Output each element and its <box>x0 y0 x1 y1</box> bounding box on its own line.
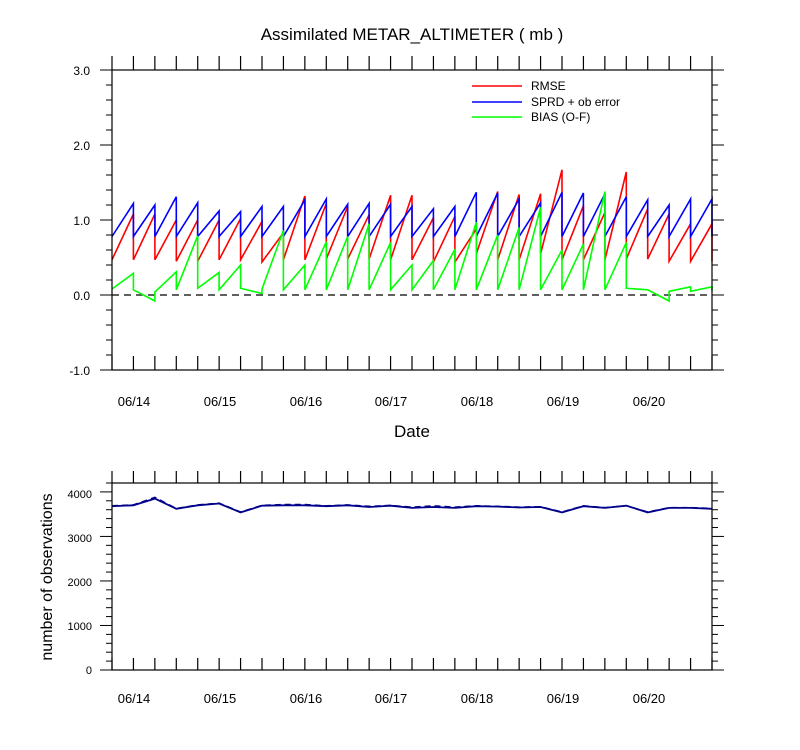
bottom-tick-group <box>100 471 724 671</box>
legend-label-rmse: RMSE <box>531 79 566 93</box>
bottom-xtick-label: 06/19 <box>547 691 580 706</box>
series-line-bias <box>111 191 713 303</box>
bottom-plot-frame <box>111 482 713 671</box>
bottom-ytick-label: 0 <box>86 665 92 677</box>
top-ytick-label: -1.0 <box>69 364 90 378</box>
top-xtick-labels: 06/14 06/15 06/16 06/17 06/18 06/19 06/2… <box>118 394 666 409</box>
legend-label-sprd: SPRD + ob error <box>531 95 620 109</box>
bottom-xtick-label: 06/15 <box>204 691 237 706</box>
bottom-xtick-label: 06/16 <box>290 691 323 706</box>
top-x-axis-title: Date <box>394 422 430 441</box>
top-series-group <box>111 169 713 303</box>
obs-count-line-dashed <box>111 496 713 513</box>
bottom-xtick-label: 06/14 <box>118 691 151 706</box>
bottom-xtick-label: 06/17 <box>375 691 408 706</box>
obs-count-line-solid <box>111 497 713 514</box>
top-ytick-label: 0.0 <box>73 289 90 303</box>
chart-title: Assimilated METAR_ALTIMETER ( mb ) <box>261 25 564 44</box>
bottom-series-group <box>111 496 713 514</box>
legend: RMSE SPRD + ob error BIAS (O-F) <box>472 79 620 124</box>
top-xtick-label: 06/17 <box>375 394 408 409</box>
top-xtick-label: 06/15 <box>204 394 237 409</box>
top-ytick-label: 1.0 <box>73 214 90 228</box>
bottom-ytick-label: 2000 <box>68 577 92 589</box>
bottom-ytick-label: 4000 <box>68 489 92 501</box>
bottom-y-axis-title: number of observations <box>39 493 56 660</box>
bottom-xtick-labels: 06/14 06/15 06/16 06/17 06/18 06/19 06/2… <box>118 691 666 706</box>
top-ytick-label: 3.0 <box>73 64 90 78</box>
bottom-ytick-label: 3000 <box>68 533 92 545</box>
series-line-sprd-ob-error <box>111 191 713 240</box>
top-xtick-label: 06/20 <box>633 394 666 409</box>
legend-label-bias: BIAS (O-F) <box>531 110 590 124</box>
top-xtick-label: 06/14 <box>118 394 151 409</box>
bottom-xtick-label: 06/18 <box>461 691 494 706</box>
chart-bottom: 4000 3000 2000 1000 0 06/14 06/15 06/16 … <box>39 471 724 706</box>
top-ytick-labels: 3.0 2.0 1.0 0.0 -1.0 <box>69 64 90 378</box>
bottom-ytick-labels: 4000 3000 2000 1000 0 <box>68 489 92 677</box>
bottom-xtick-label: 06/20 <box>633 691 666 706</box>
top-xtick-label: 06/16 <box>290 394 323 409</box>
top-xtick-label: 06/19 <box>547 394 580 409</box>
bottom-ytick-label: 1000 <box>68 621 92 633</box>
top-tick-group <box>100 56 724 371</box>
chart-top: Assimilated METAR_ALTIMETER ( mb ) 3.0 2… <box>69 25 724 441</box>
top-xtick-label: 06/18 <box>461 394 494 409</box>
top-ytick-label: 2.0 <box>73 139 90 153</box>
